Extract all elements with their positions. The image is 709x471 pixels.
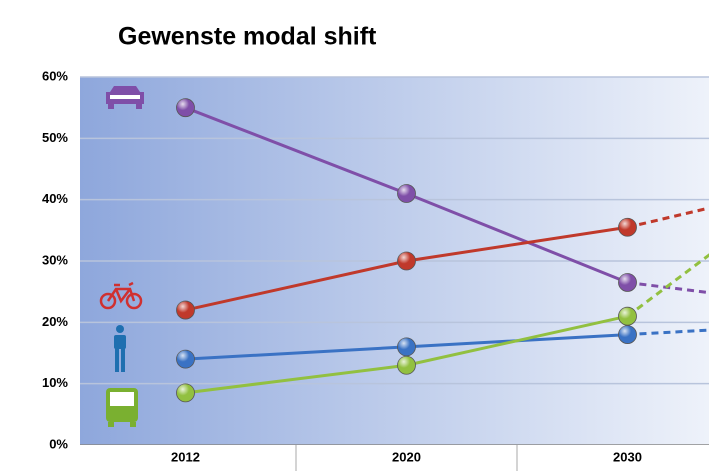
y-tick-label: 0% [49,436,68,451]
point-highlight [176,350,195,369]
point-highlight [397,337,416,356]
x-tick-label: 2020 [392,449,421,464]
projection-line [627,280,709,295]
bus-icon [106,388,138,427]
y-tick-label: 20% [42,314,68,329]
point-highlight [176,301,195,320]
point-highlight [397,252,416,270]
point-highlight [397,356,416,375]
point-highlight [176,98,195,117]
x-tick-label: 2012 [171,449,200,464]
y-tick-label: 40% [42,191,68,206]
point-highlight [618,273,637,292]
point-highlight [618,325,637,344]
y-tick-label: 10% [42,375,68,390]
point-highlight [176,383,195,402]
point-highlight [618,218,637,237]
x-tick-label: 2030 [613,449,642,464]
y-tick-label: 50% [42,130,68,145]
person-icon [114,325,126,372]
bike-icon [99,281,143,310]
y-tick-label: 30% [42,252,68,267]
projection-line [627,328,709,337]
projection-line [627,206,709,229]
chart-title: Gewenste modal shift [118,23,377,51]
y-tick-label: 60% [42,68,68,83]
point-highlight [397,184,416,203]
icons [99,86,144,427]
x-axis-band [80,445,709,471]
car-icon [106,86,144,109]
point-highlight [618,307,637,326]
